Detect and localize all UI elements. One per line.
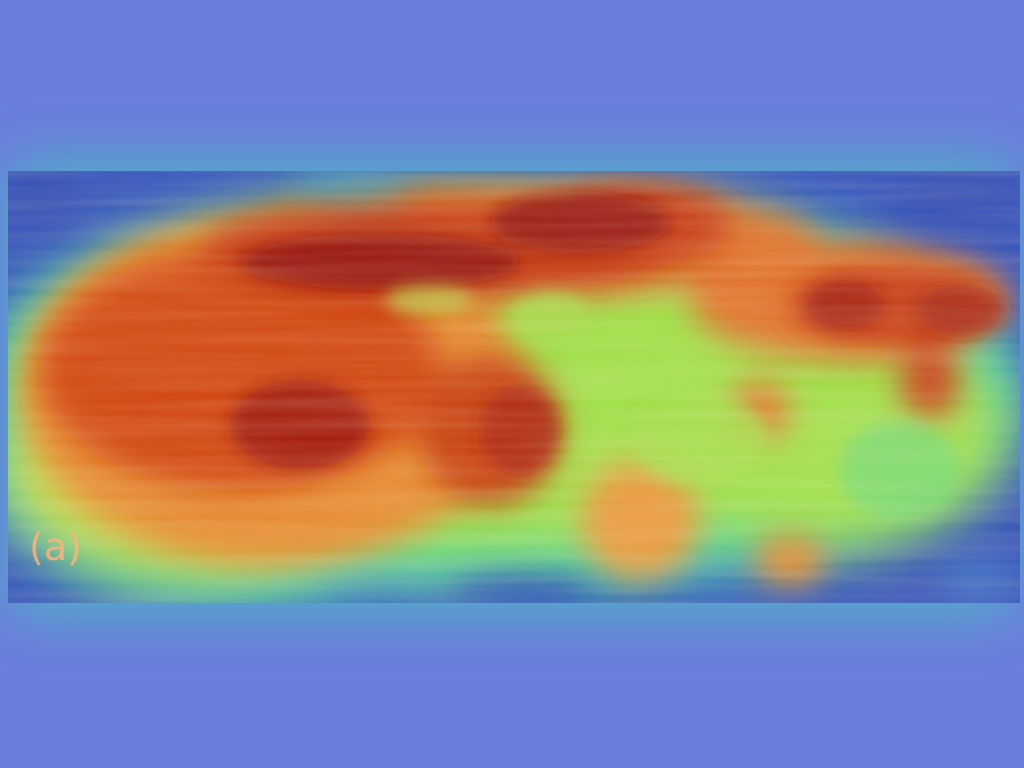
- heatmap-layers: [8, 171, 1020, 603]
- panel-label: (a): [29, 525, 82, 569]
